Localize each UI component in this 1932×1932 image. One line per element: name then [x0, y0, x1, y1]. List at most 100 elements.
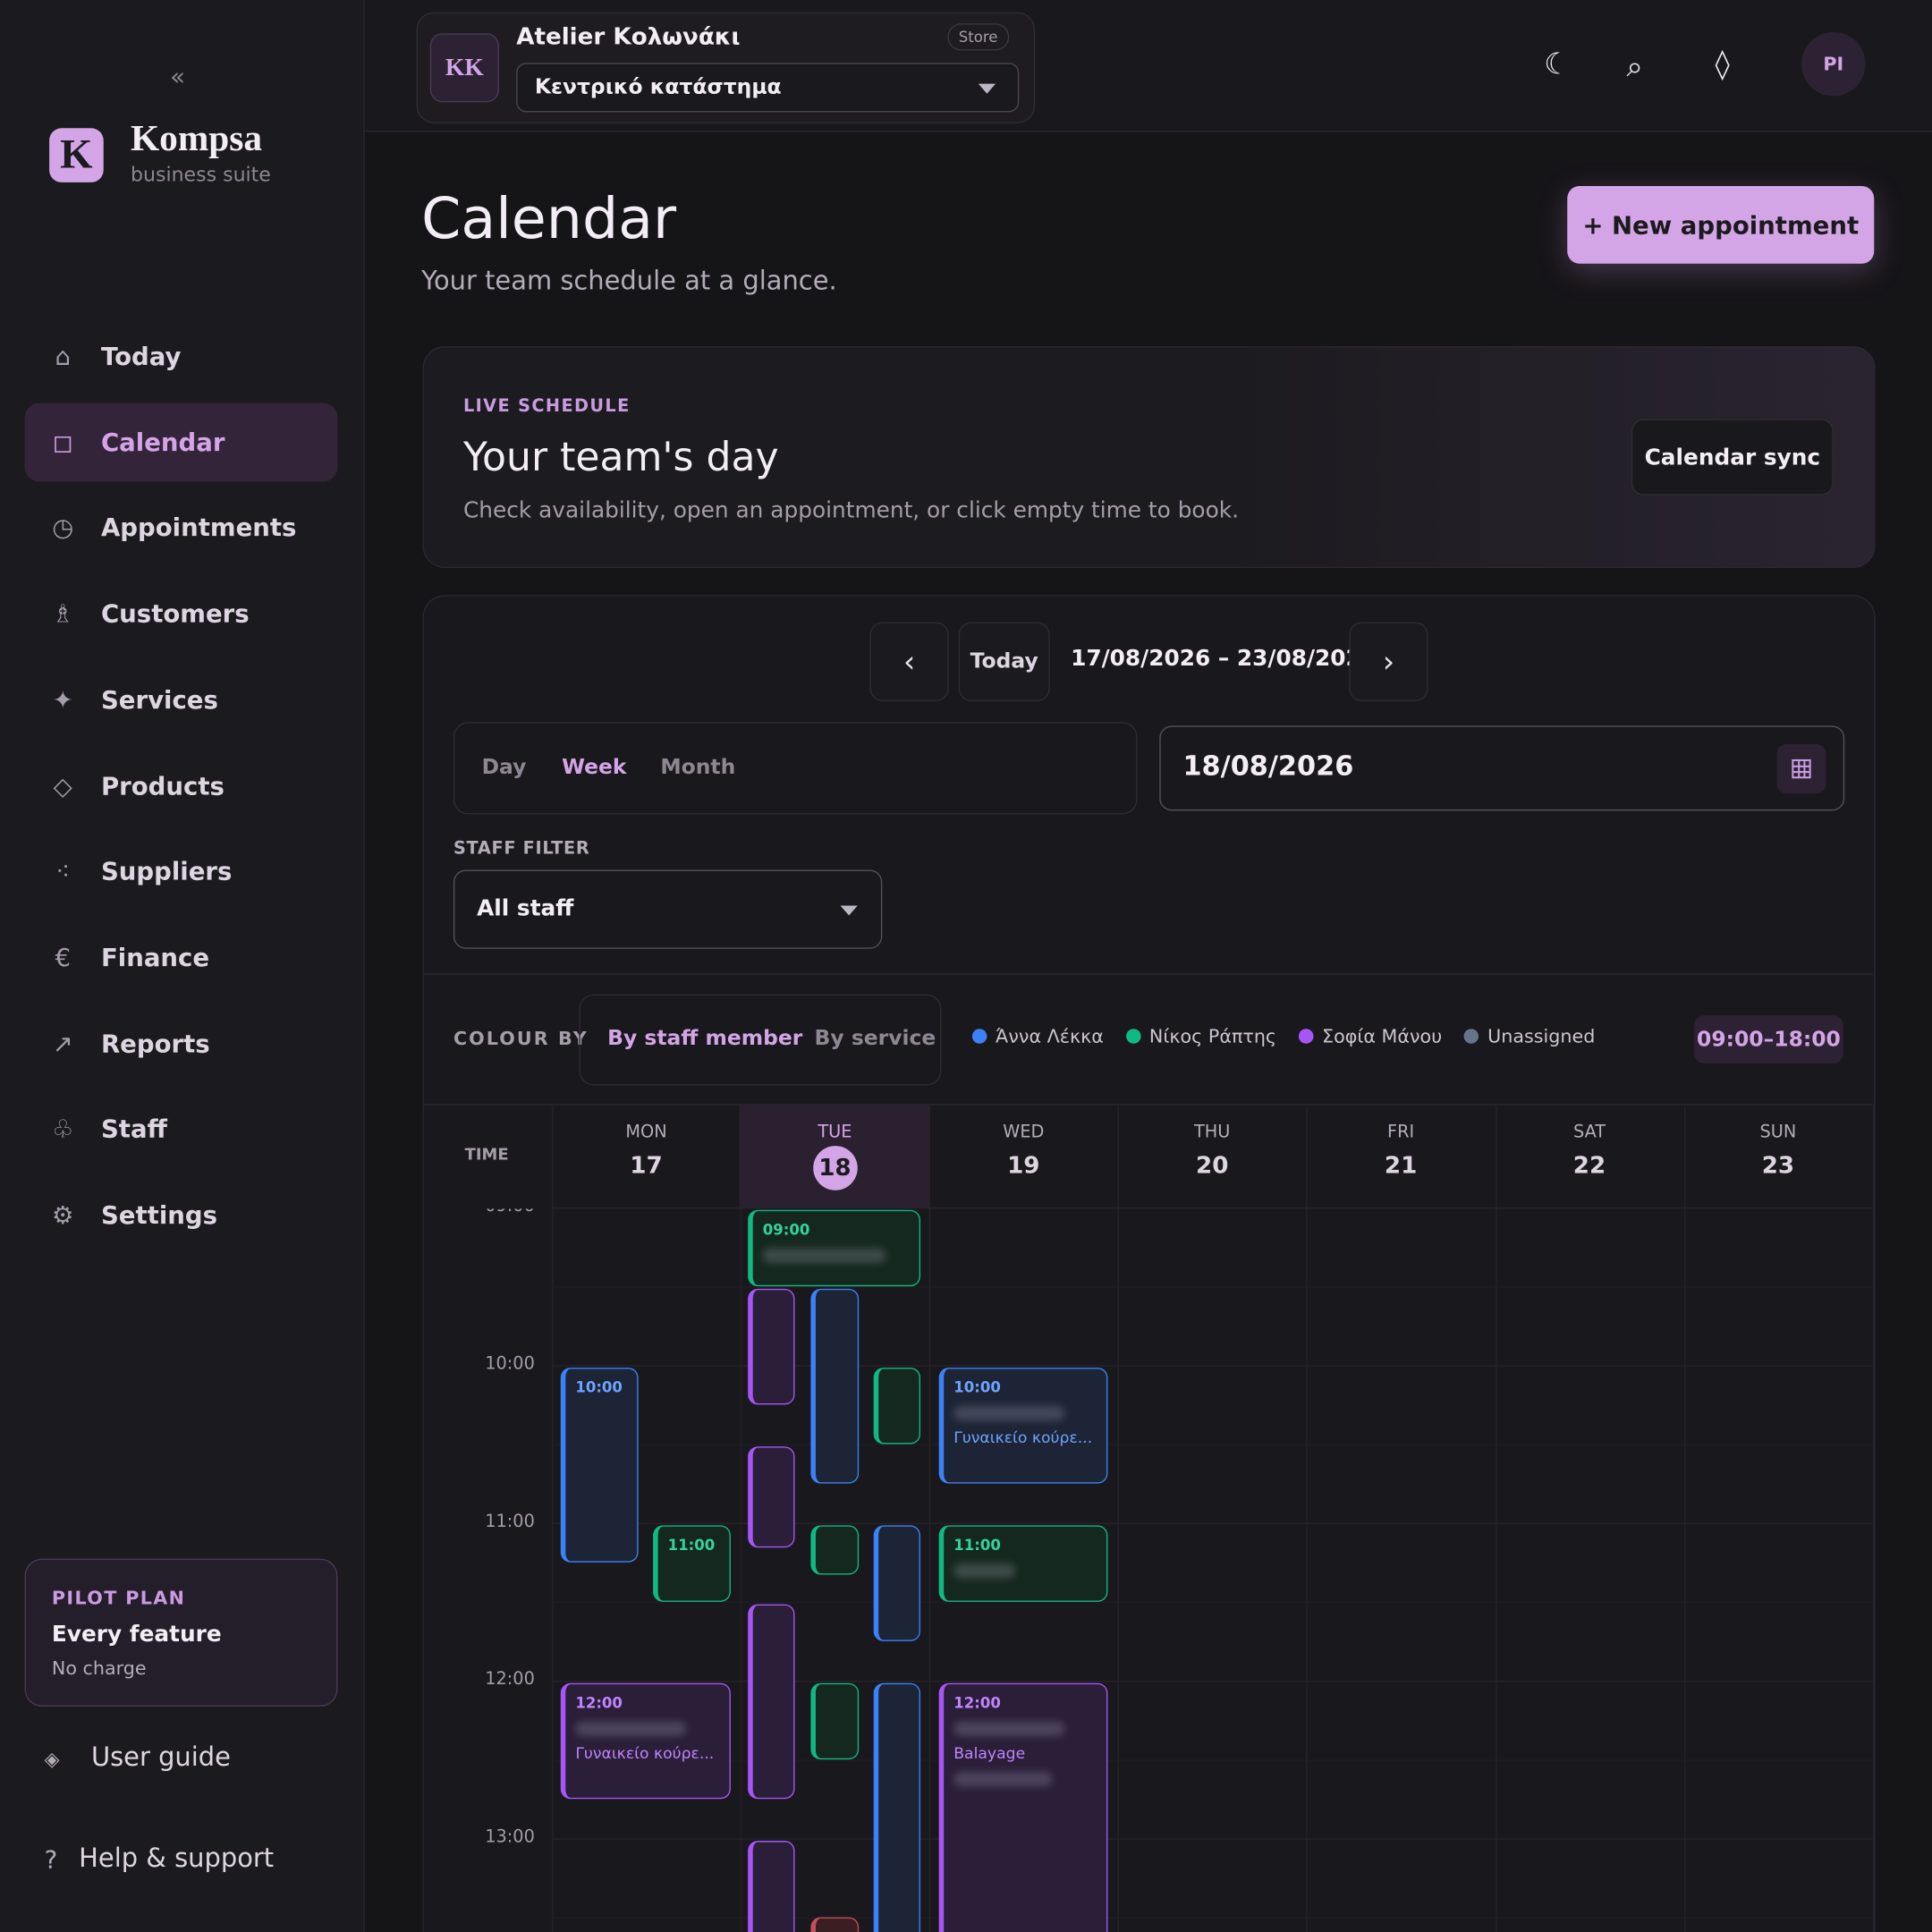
- nav-item[interactable]: ✦ Services: [25, 660, 338, 739]
- colour-by-service[interactable]: By service: [814, 1026, 936, 1052]
- sidebar: « K Kompsa business suite ⌂ Today ◻ Calenda…: [0, 0, 365, 1932]
- appointment[interactable]: 12:00 Γυναικείο κούρε...: [560, 1682, 731, 1800]
- grid-row-line: [552, 1522, 1873, 1525]
- prev-week[interactable]: ‹: [869, 622, 949, 701]
- nav-item[interactable]: ◷ Appointments: [25, 488, 338, 567]
- appointment[interactable]: 12:00 Balayage: [938, 1682, 1108, 1932]
- appointment[interactable]: [873, 1682, 921, 1932]
- legend-label: Άννα Λέκκα: [996, 1025, 1104, 1047]
- appointment[interactable]: 11:00: [938, 1525, 1108, 1602]
- nav-item[interactable]: ⁖ Suppliers: [25, 832, 338, 911]
- user-guide[interactable]: User guide: [90, 1741, 231, 1772]
- help-support[interactable]: Help & support: [79, 1843, 275, 1873]
- icon-bg: [1776, 744, 1826, 794]
- notifications[interactable]: ◊: [1715, 47, 1730, 81]
- day-header: FRI 21: [1307, 1106, 1496, 1208]
- nav-item[interactable]: ◻ Calendar: [24, 402, 338, 482]
- appointment[interactable]: [748, 1446, 795, 1548]
- legend-item: Άννα Λέκκα: [971, 1025, 1104, 1047]
- appointment[interactable]: [748, 1841, 795, 1932]
- day-date: 18: [812, 1146, 858, 1191]
- date-input[interactable]: 18/08/2026: [1159, 725, 1845, 811]
- colour-by-staff[interactable]: By staff member: [607, 1026, 803, 1052]
- day-of-week: FRI: [1387, 1122, 1415, 1142]
- nav-item[interactable]: € Finance: [25, 918, 338, 996]
- logo: K: [49, 128, 104, 182]
- colour-by-switcher: By staff member By service: [579, 994, 942, 1086]
- hero-text: Check availability, open an appointment,…: [462, 497, 1240, 524]
- location-select[interactable]: Κεντρικό κατάστημα: [516, 63, 1020, 113]
- time-tick: 10:00: [485, 1353, 535, 1374]
- appt-time: 10:00: [953, 1378, 1001, 1396]
- appt-time: 10:00: [575, 1378, 623, 1396]
- grid-column-line: [1117, 1105, 1120, 1932]
- today-button[interactable]: Today: [958, 622, 1050, 701]
- grid-row-line: [552, 1286, 1873, 1288]
- day-header: THU 20: [1118, 1106, 1307, 1208]
- appt-time: 12:00: [575, 1694, 623, 1712]
- dropdown-caret: [978, 83, 996, 94]
- nav-icon: ◻: [52, 427, 73, 457]
- nav-icon: ⚙: [51, 1199, 74, 1230]
- grid-row-line: [552, 1365, 1873, 1367]
- next-week[interactable]: ›: [1349, 622, 1428, 701]
- plan-card: PILOT PLAN Every feature No charge: [24, 1558, 338, 1707]
- brand-name: Kompsa: [131, 118, 262, 159]
- plan-label: PILOT PLAN: [51, 1587, 186, 1610]
- day-header: TUE 18: [741, 1106, 929, 1208]
- store-badge: Store: [947, 23, 1009, 51]
- nav-label: Services: [100, 684, 218, 715]
- appointment[interactable]: 10:00 Γυναικείο κούρε...: [938, 1368, 1108, 1484]
- nav-item[interactable]: ◇ Products: [25, 746, 338, 825]
- view-month[interactable]: Month: [660, 755, 736, 780]
- grid-row-line: [552, 1601, 1873, 1604]
- theme-toggle[interactable]: ☾: [1544, 47, 1571, 81]
- view-switcher: Day Week Month: [453, 722, 1138, 815]
- collapse-button[interactable]: «: [170, 61, 185, 91]
- hidden-client: [762, 1248, 886, 1263]
- nav-item[interactable]: ⚙ Settings: [25, 1175, 338, 1254]
- grid-column-line: [552, 1105, 554, 1932]
- avatar[interactable]: PI: [1801, 31, 1866, 97]
- appointment[interactable]: 10:00: [560, 1368, 639, 1563]
- nav-item[interactable]: ⌂ Today: [25, 317, 338, 395]
- calendar-sync-button[interactable]: Calendar sync: [1631, 419, 1834, 496]
- calendar-icon[interactable]: [1776, 744, 1826, 794]
- day-date: 17: [630, 1152, 663, 1180]
- store-name: Atelier Κολωνάκι: [516, 23, 741, 51]
- nav-icon: ◷: [52, 513, 74, 543]
- hidden-client: [953, 1405, 1065, 1421]
- nav-item[interactable]: ↗ Reports: [25, 1004, 338, 1082]
- nav-item[interactable]: ♗ Customers: [25, 574, 338, 653]
- legend-label: Unassigned: [1487, 1025, 1596, 1047]
- legend-dot: [1463, 1029, 1479, 1044]
- view-day[interactable]: Day: [481, 755, 527, 780]
- appointment[interactable]: [748, 1604, 795, 1800]
- new-appointment-button[interactable]: + New appointment: [1567, 186, 1875, 264]
- legend-item: Νίκος Ράπτης: [1125, 1025, 1277, 1047]
- nav-item[interactable]: ♧ Staff: [25, 1089, 338, 1168]
- staff-filter[interactable]: All staff: [453, 869, 883, 949]
- appointment[interactable]: 09:00: [748, 1209, 921, 1287]
- appointment[interactable]: [873, 1368, 921, 1445]
- legend-dot: [1298, 1029, 1314, 1044]
- time-tick: 09:00: [424, 1208, 535, 1216]
- legend-label: Νίκος Ράπτης: [1148, 1025, 1277, 1047]
- appointment[interactable]: [810, 1288, 860, 1484]
- brand-tagline: business suite: [131, 162, 271, 187]
- appointment[interactable]: [810, 1682, 860, 1760]
- appointment[interactable]: [748, 1288, 795, 1405]
- date-range: 17/08/2026 – 23/08/2026: [1071, 645, 1377, 672]
- day-of-week: SUN: [1759, 1122, 1797, 1142]
- grid-row-line: [552, 1838, 1873, 1840]
- view-week[interactable]: Week: [562, 755, 627, 780]
- appointment[interactable]: 11:00: [653, 1525, 731, 1602]
- hidden-client: [575, 1721, 687, 1736]
- appointment[interactable]: [873, 1525, 921, 1641]
- search[interactable]: ⌕: [1626, 49, 1643, 84]
- appointment[interactable]: [810, 1525, 860, 1575]
- appointment[interactable]: [810, 1917, 860, 1932]
- nav-icon: €: [55, 942, 72, 972]
